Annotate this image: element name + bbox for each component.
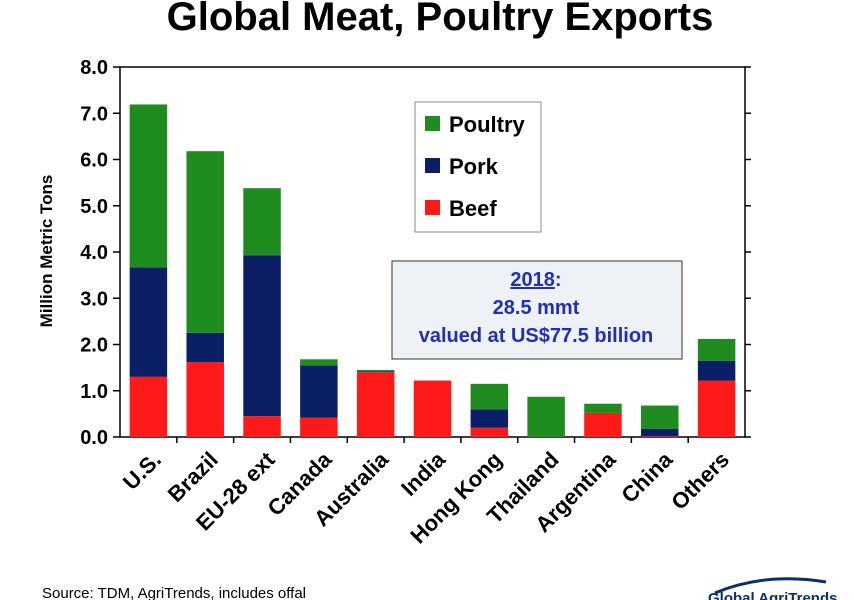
- bar-segment-beef: [641, 436, 679, 437]
- legend-swatch-beef: [425, 200, 440, 215]
- bar-segment-poultry: [527, 396, 565, 437]
- legend-label-beef: Beef: [449, 196, 497, 221]
- bar-segment-poultry: [300, 359, 338, 366]
- bar-segment-poultry: [697, 338, 736, 361]
- source-note: Source: TDM, AgriTrends, includes offal: [42, 585, 306, 600]
- bar-segment-poultry: [243, 188, 281, 256]
- legend-label-pork: Pork: [449, 154, 499, 179]
- agritrends-logo: Global AgriTrends: [708, 577, 837, 600]
- logo-text: Global AgriTrends: [708, 590, 837, 600]
- annotation-box: 2018: 28.5 mmt valued at US$77.5 billion: [391, 260, 683, 360]
- legend-swatch-poultry: [425, 116, 440, 131]
- bar-segment-pork: [697, 360, 736, 381]
- annotation-year: 2018: [510, 269, 555, 291]
- bar-segment-beef: [413, 380, 452, 437]
- bar-segment-pork: [186, 332, 224, 363]
- bar-segment-poultry: [641, 405, 679, 429]
- bar-segment-beef: [356, 372, 395, 437]
- bar-segment-beef: [186, 362, 224, 437]
- bar-segment-pork: [641, 428, 679, 437]
- legend-label-poultry: Poultry: [449, 112, 526, 137]
- bar-segment-pork: [470, 409, 509, 428]
- y-tick-label: 5.0: [80, 196, 108, 218]
- y-tick-label: 7.0: [80, 103, 108, 125]
- bar-segment-pork: [356, 371, 395, 373]
- category-label: Others: [666, 447, 734, 515]
- bar-segment-pork: [129, 267, 168, 377]
- y-tick-label: 8.0: [80, 57, 108, 79]
- bars: [129, 104, 736, 437]
- bar-segment-beef: [300, 417, 338, 437]
- y-tick-label: 4.0: [80, 242, 108, 264]
- y-tick-label: 2.0: [80, 335, 108, 357]
- bar-segment-poultry: [129, 104, 168, 268]
- bar-segment-beef: [584, 412, 622, 437]
- bar-segment-poultry: [470, 383, 509, 410]
- annotation-line1: 2018:: [510, 269, 561, 291]
- bar-segment-poultry: [584, 403, 622, 413]
- y-axis-label: Million Metric Tons: [37, 175, 56, 328]
- annotation-background: [391, 260, 683, 360]
- annotation-line2: 28.5 mmt: [493, 297, 580, 319]
- bar-segment-pork: [243, 255, 281, 417]
- bar-segment-beef: [129, 376, 168, 437]
- annotation-colon: :: [555, 269, 562, 291]
- bar-segment-poultry: [186, 151, 224, 333]
- annotation-line3: valued at US$77.5 billion: [419, 325, 654, 347]
- logo-arc-icon: [714, 577, 827, 595]
- bar-segment-beef: [243, 416, 281, 437]
- bar-segment-beef: [470, 427, 509, 437]
- legend: Poultry Pork Beef: [414, 101, 542, 233]
- category-label: U.S.: [118, 447, 166, 495]
- y-tick-label: 6.0: [80, 150, 108, 172]
- legend-swatch-pork: [425, 158, 440, 173]
- chart-title: Global Meat, Poultry Exports: [167, 0, 714, 39]
- y-tick-label: 1.0: [80, 381, 108, 403]
- y-tick-label: 3.0: [80, 288, 108, 310]
- bar-segment-beef: [697, 380, 736, 437]
- bar-segment-poultry: [356, 369, 395, 372]
- bar-segment-pork: [300, 365, 338, 418]
- y-tick-label: 0.0: [80, 427, 108, 449]
